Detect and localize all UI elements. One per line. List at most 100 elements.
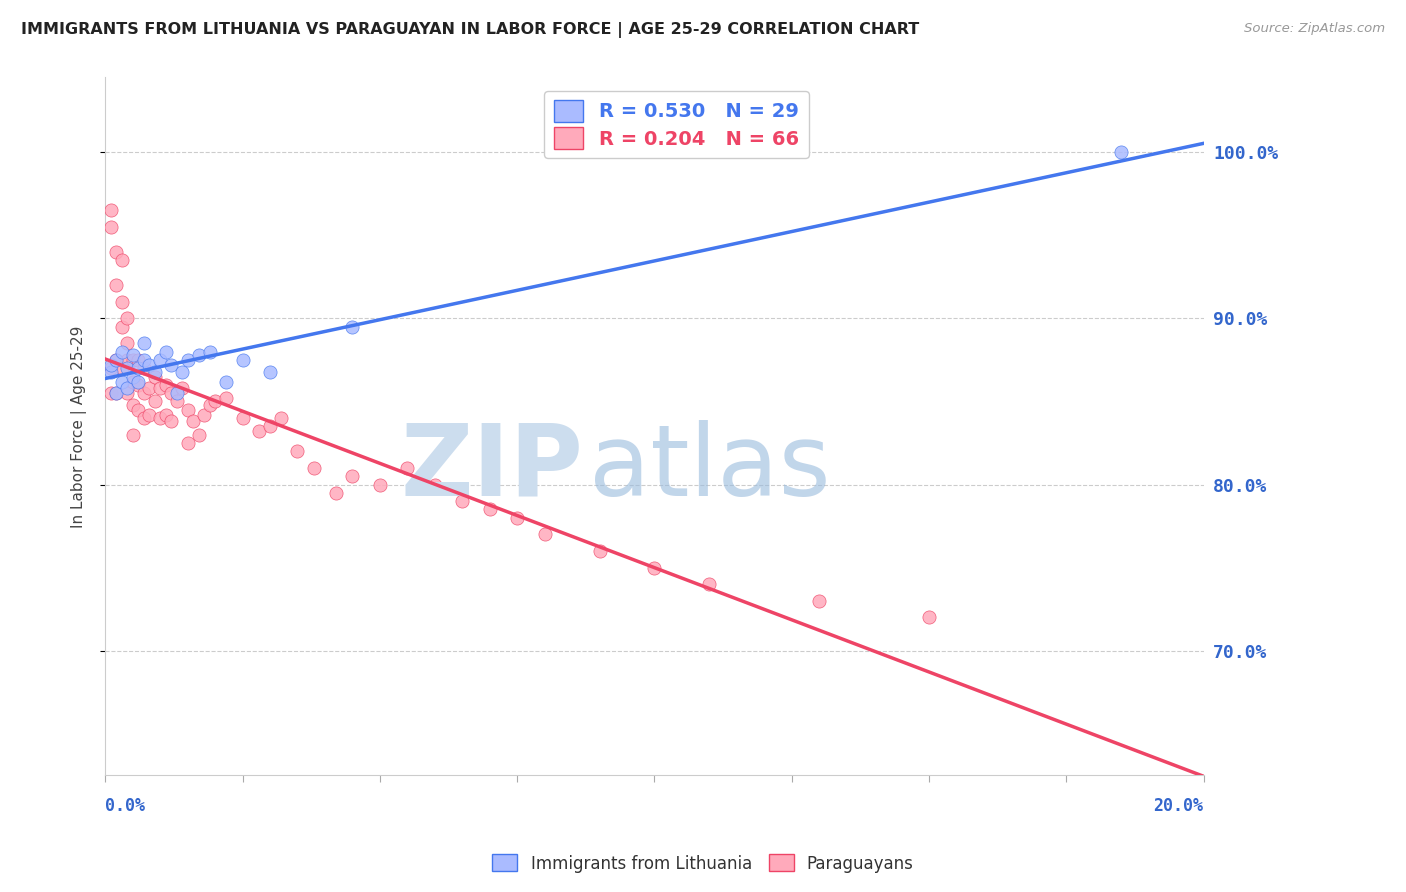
Point <box>160 358 183 372</box>
Point <box>138 408 160 422</box>
Point <box>132 336 155 351</box>
Point <box>117 381 139 395</box>
Point <box>198 344 221 359</box>
Point <box>506 510 529 524</box>
Point <box>100 358 122 372</box>
Point <box>127 352 149 367</box>
Point <box>111 253 134 268</box>
Point <box>127 402 149 417</box>
Legend: R = 0.530   N = 29, R = 0.204   N = 66: R = 0.530 N = 29, R = 0.204 N = 66 <box>544 91 808 158</box>
Point <box>247 425 270 439</box>
Point <box>149 352 172 367</box>
Point <box>105 352 128 367</box>
Point <box>132 386 155 401</box>
Point <box>143 394 166 409</box>
Point <box>127 361 149 376</box>
Point <box>149 381 172 395</box>
Point <box>138 381 160 395</box>
Point <box>176 402 198 417</box>
Point <box>187 348 209 362</box>
Point <box>117 336 139 351</box>
Point <box>132 352 155 367</box>
Point <box>368 477 391 491</box>
Point <box>117 361 139 376</box>
Point <box>160 386 183 401</box>
Point <box>1109 145 1132 160</box>
Point <box>204 394 226 409</box>
Point <box>325 486 347 500</box>
Point <box>121 398 143 412</box>
Point <box>918 610 941 624</box>
Point <box>149 411 172 425</box>
Point <box>105 278 128 293</box>
Point <box>132 361 155 376</box>
Point <box>121 369 143 384</box>
Text: ZIP: ZIP <box>401 420 583 516</box>
Point <box>105 386 128 401</box>
Point <box>232 411 254 425</box>
Point <box>342 319 364 334</box>
Point <box>172 381 194 395</box>
Point <box>100 361 122 376</box>
Point <box>187 427 209 442</box>
Point <box>176 436 198 450</box>
Point <box>105 352 128 367</box>
Point <box>111 294 134 309</box>
Point <box>181 414 204 428</box>
Point <box>643 560 665 574</box>
Point <box>100 365 122 379</box>
Text: Source: ZipAtlas.com: Source: ZipAtlas.com <box>1244 22 1385 36</box>
Point <box>533 527 555 541</box>
Text: IMMIGRANTS FROM LITHUANIA VS PARAGUAYAN IN LABOR FORCE | AGE 25-29 CORRELATION C: IMMIGRANTS FROM LITHUANIA VS PARAGUAYAN … <box>21 22 920 38</box>
Point <box>155 408 177 422</box>
Point <box>117 352 139 367</box>
Point <box>160 414 183 428</box>
Point <box>138 358 160 372</box>
Point <box>176 352 198 367</box>
Point <box>121 375 143 389</box>
Text: 0.0%: 0.0% <box>105 797 145 815</box>
Point <box>451 494 474 508</box>
Point <box>155 377 177 392</box>
Point <box>105 244 128 259</box>
Point <box>215 375 238 389</box>
Point <box>111 361 134 376</box>
Point <box>232 352 254 367</box>
Point <box>111 344 134 359</box>
Point <box>121 348 143 362</box>
Point <box>143 365 166 379</box>
Point <box>259 365 281 379</box>
Y-axis label: In Labor Force | Age 25-29: In Labor Force | Age 25-29 <box>72 326 87 527</box>
Point <box>270 411 292 425</box>
Point <box>808 594 831 608</box>
Point <box>287 444 309 458</box>
Point <box>117 311 139 326</box>
Point <box>396 461 419 475</box>
Point <box>166 394 188 409</box>
Point <box>193 408 215 422</box>
Point <box>111 375 134 389</box>
Point <box>100 386 122 401</box>
Point <box>588 544 610 558</box>
Point <box>198 398 221 412</box>
Point <box>117 386 139 401</box>
Point <box>127 375 149 389</box>
Point <box>132 411 155 425</box>
Point <box>127 377 149 392</box>
Point <box>423 477 446 491</box>
Text: atlas: atlas <box>589 420 830 516</box>
Point <box>699 577 721 591</box>
Point <box>172 365 194 379</box>
Point <box>121 352 143 367</box>
Point <box>302 461 325 475</box>
Point <box>155 344 177 359</box>
Point <box>105 386 128 401</box>
Point <box>166 386 188 401</box>
Point <box>478 502 501 516</box>
Legend: Immigrants from Lithuania, Paraguayans: Immigrants from Lithuania, Paraguayans <box>485 847 921 880</box>
Point <box>100 219 122 234</box>
Point <box>342 469 364 483</box>
Text: 20.0%: 20.0% <box>1153 797 1204 815</box>
Point <box>215 391 238 405</box>
Point <box>121 427 143 442</box>
